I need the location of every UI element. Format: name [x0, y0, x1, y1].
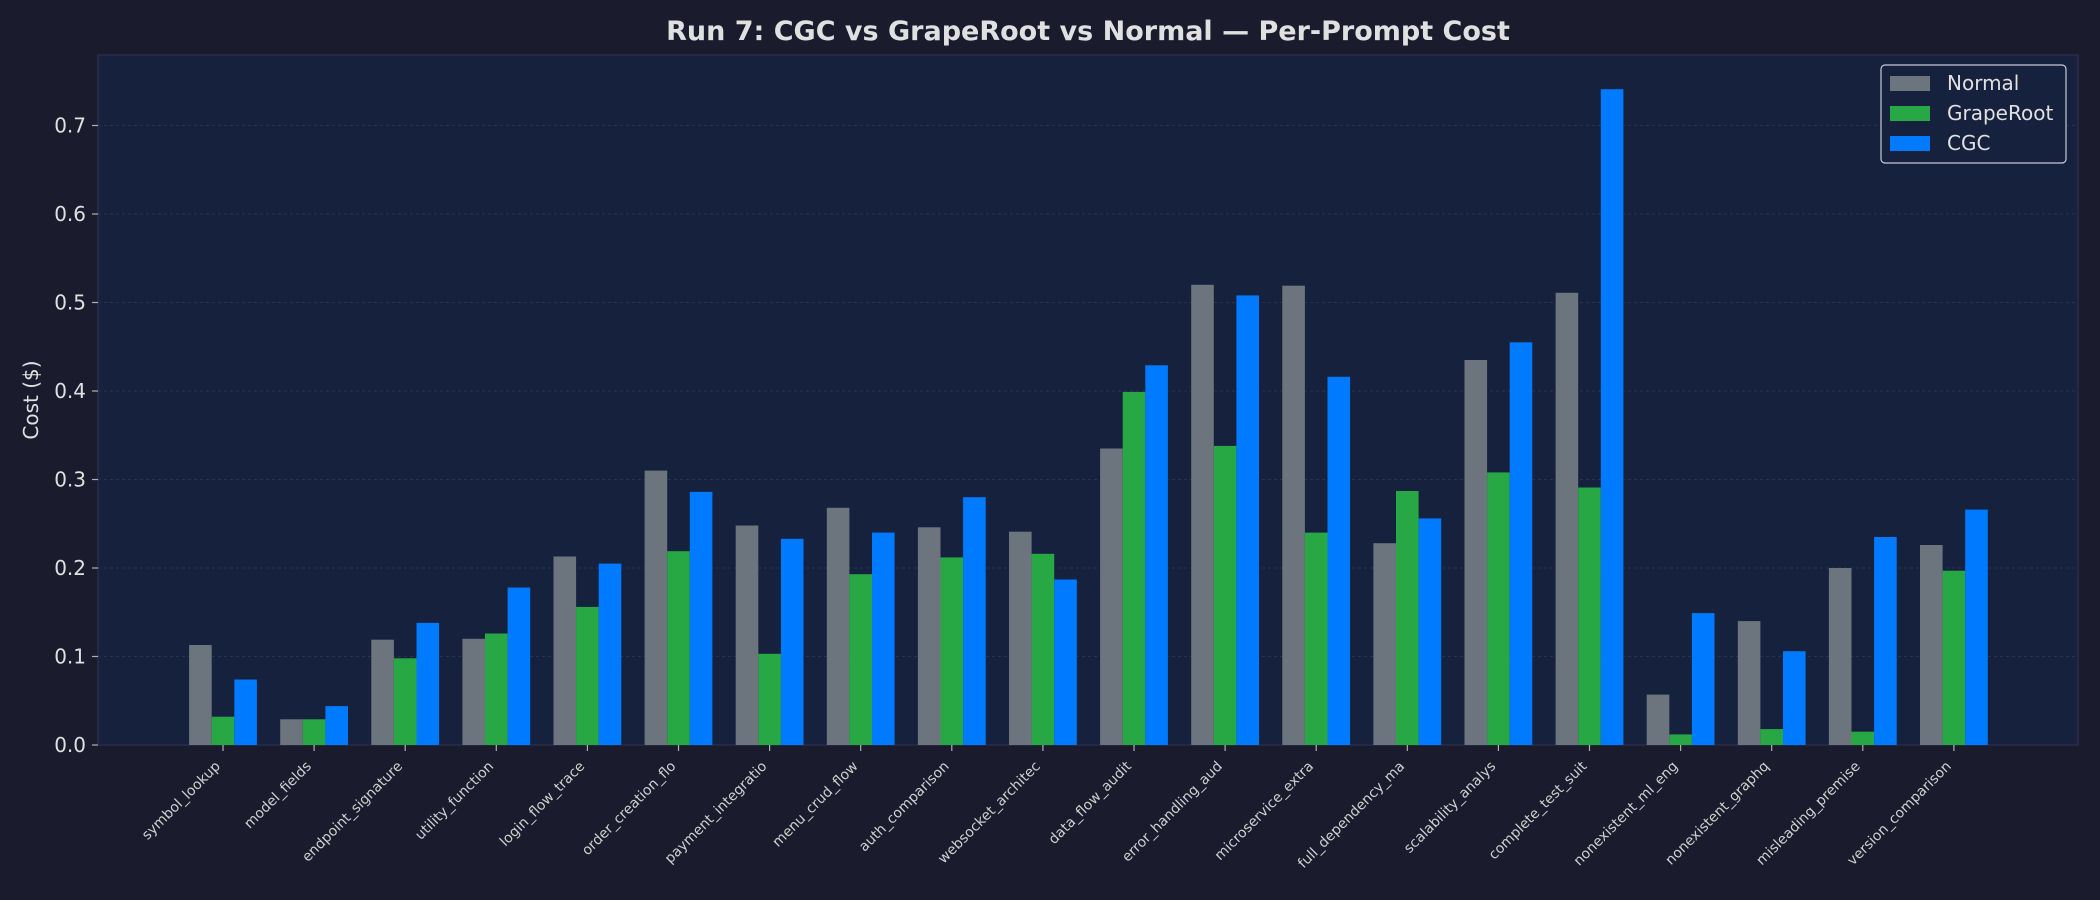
- y-tick-label: 0.6: [54, 202, 86, 226]
- bar-normal-menu_crud_flow: [826, 507, 850, 745]
- bar-normal-scalability_analys: [1464, 360, 1488, 745]
- bar-graperoot-symbol_lookup: [211, 716, 235, 745]
- bar-graperoot-menu_crud_flow: [849, 574, 872, 745]
- bar-cgc-symbol_lookup: [234, 679, 257, 745]
- bar-cgc-full_dependency_ma: [1418, 518, 1442, 745]
- bar-cgc-error_handling_aud: [1236, 295, 1259, 745]
- bar-normal-auth_comparison: [917, 527, 941, 745]
- bar-graperoot-auth_comparison: [940, 557, 964, 745]
- y-tick-label: 0.0: [54, 733, 86, 757]
- bar-graperoot-data_flow_audit: [1122, 391, 1146, 745]
- bar-normal-data_flow_audit: [1100, 448, 1123, 745]
- bar-normal-utility_function: [462, 638, 485, 745]
- bar-graperoot-nonexistent_graphq: [1760, 729, 1783, 745]
- bar-normal-full_dependency_ma: [1373, 543, 1396, 745]
- bar-normal-microservice_extra: [1282, 285, 1305, 745]
- bar-graperoot-scalability_analys: [1487, 472, 1510, 745]
- bar-cgc-payment_integratio: [780, 538, 804, 745]
- bar-cgc-nonexistent_graphq: [1783, 651, 1806, 745]
- bar-normal-login_flow_trace: [553, 556, 577, 745]
- bar-graperoot-order_creation_flo: [667, 551, 690, 745]
- bar-normal-nonexistent_ml_eng: [1646, 694, 1670, 745]
- bar-normal-websocket_architec: [1009, 531, 1032, 745]
- bar-graperoot-login_flow_trace: [576, 606, 599, 745]
- legend-label-cgc: CGC: [1947, 131, 1990, 155]
- legend-label-normal: Normal: [1947, 71, 2019, 95]
- bar-graperoot-endpoint_signature: [393, 658, 417, 745]
- bar-graperoot-websocket_architec: [1031, 553, 1055, 745]
- legend-swatch-normal: [1890, 76, 1930, 91]
- bar-cgc-complete_test_suit: [1600, 89, 1624, 745]
- y-tick-label: 0.3: [54, 468, 86, 492]
- bar-cgc-scalability_analys: [1509, 342, 1533, 745]
- bar-cgc-order_creation_flo: [689, 491, 713, 745]
- bar-cgc-auth_comparison: [963, 497, 986, 745]
- legend[interactable]: Normal GrapeRoot CGC: [1880, 64, 2067, 164]
- bar-cgc-version_comparison: [1965, 509, 1988, 745]
- bar-graperoot-misleading_premise: [1851, 731, 1875, 745]
- bar-normal-symbol_lookup: [189, 645, 212, 745]
- bar-normal-version_comparison: [1920, 545, 1943, 745]
- bars: [189, 89, 1988, 745]
- bar-normal-complete_test_suit: [1555, 292, 1579, 745]
- bar-cgc-utility_function: [507, 587, 531, 745]
- bar-graperoot-model_fields: [302, 719, 326, 745]
- bar-cgc-login_flow_trace: [598, 563, 622, 745]
- bar-cgc-misleading_premise: [1874, 537, 1897, 745]
- legend-label-graperoot: GrapeRoot: [1947, 101, 2053, 125]
- bar-normal-error_handling_aud: [1191, 284, 1214, 745]
- bar-cgc-endpoint_signature: [416, 622, 440, 745]
- bar-graperoot-utility_function: [485, 633, 508, 745]
- legend-swatch-cgc: [1890, 136, 1930, 151]
- bar-normal-misleading_premise: [1828, 568, 1852, 745]
- bar-graperoot-microservice_extra: [1304, 532, 1328, 745]
- y-tick-label: 0.1: [54, 645, 86, 669]
- bar-cgc-data_flow_audit: [1145, 365, 1168, 745]
- y-axis-label: Cost ($): [19, 360, 43, 439]
- bar-normal-model_fields: [280, 719, 303, 745]
- bar-graperoot-nonexistent_ml_eng: [1669, 734, 1692, 745]
- plot-area: [97, 54, 2079, 746]
- chart-title: Run 7: CGC vs GrapeRoot vs Normal — Per-…: [666, 16, 1510, 47]
- bar-graperoot-error_handling_aud: [1213, 445, 1237, 745]
- bar-graperoot-version_comparison: [1942, 570, 1966, 745]
- y-tick-label: 0.4: [54, 379, 86, 403]
- legend-swatch-graperoot: [1890, 106, 1930, 121]
- bar-graperoot-payment_integratio: [758, 653, 781, 745]
- bar-normal-nonexistent_graphq: [1737, 621, 1761, 745]
- bar-cgc-microservice_extra: [1327, 376, 1351, 745]
- bar-normal-payment_integratio: [735, 525, 759, 745]
- y-tick-label: 0.2: [54, 556, 86, 580]
- bar-cgc-nonexistent_ml_eng: [1691, 613, 1715, 745]
- bar-cgc-model_fields: [325, 706, 348, 745]
- bar-normal-order_creation_flo: [644, 470, 668, 745]
- bar-graperoot-complete_test_suit: [1578, 487, 1601, 745]
- bar-graperoot-full_dependency_ma: [1396, 491, 1419, 745]
- bar-normal-endpoint_signature: [371, 639, 394, 745]
- bar-cgc-menu_crud_flow: [872, 532, 895, 745]
- y-tick-label: 0.5: [54, 291, 86, 315]
- y-tick-label: 0.7: [54, 114, 86, 138]
- y-axis: 0.0 0.1 0.2 0.3 0.4 0.5 0.6 0.7: [54, 114, 98, 757]
- bar-cgc-websocket_architec: [1054, 579, 1077, 745]
